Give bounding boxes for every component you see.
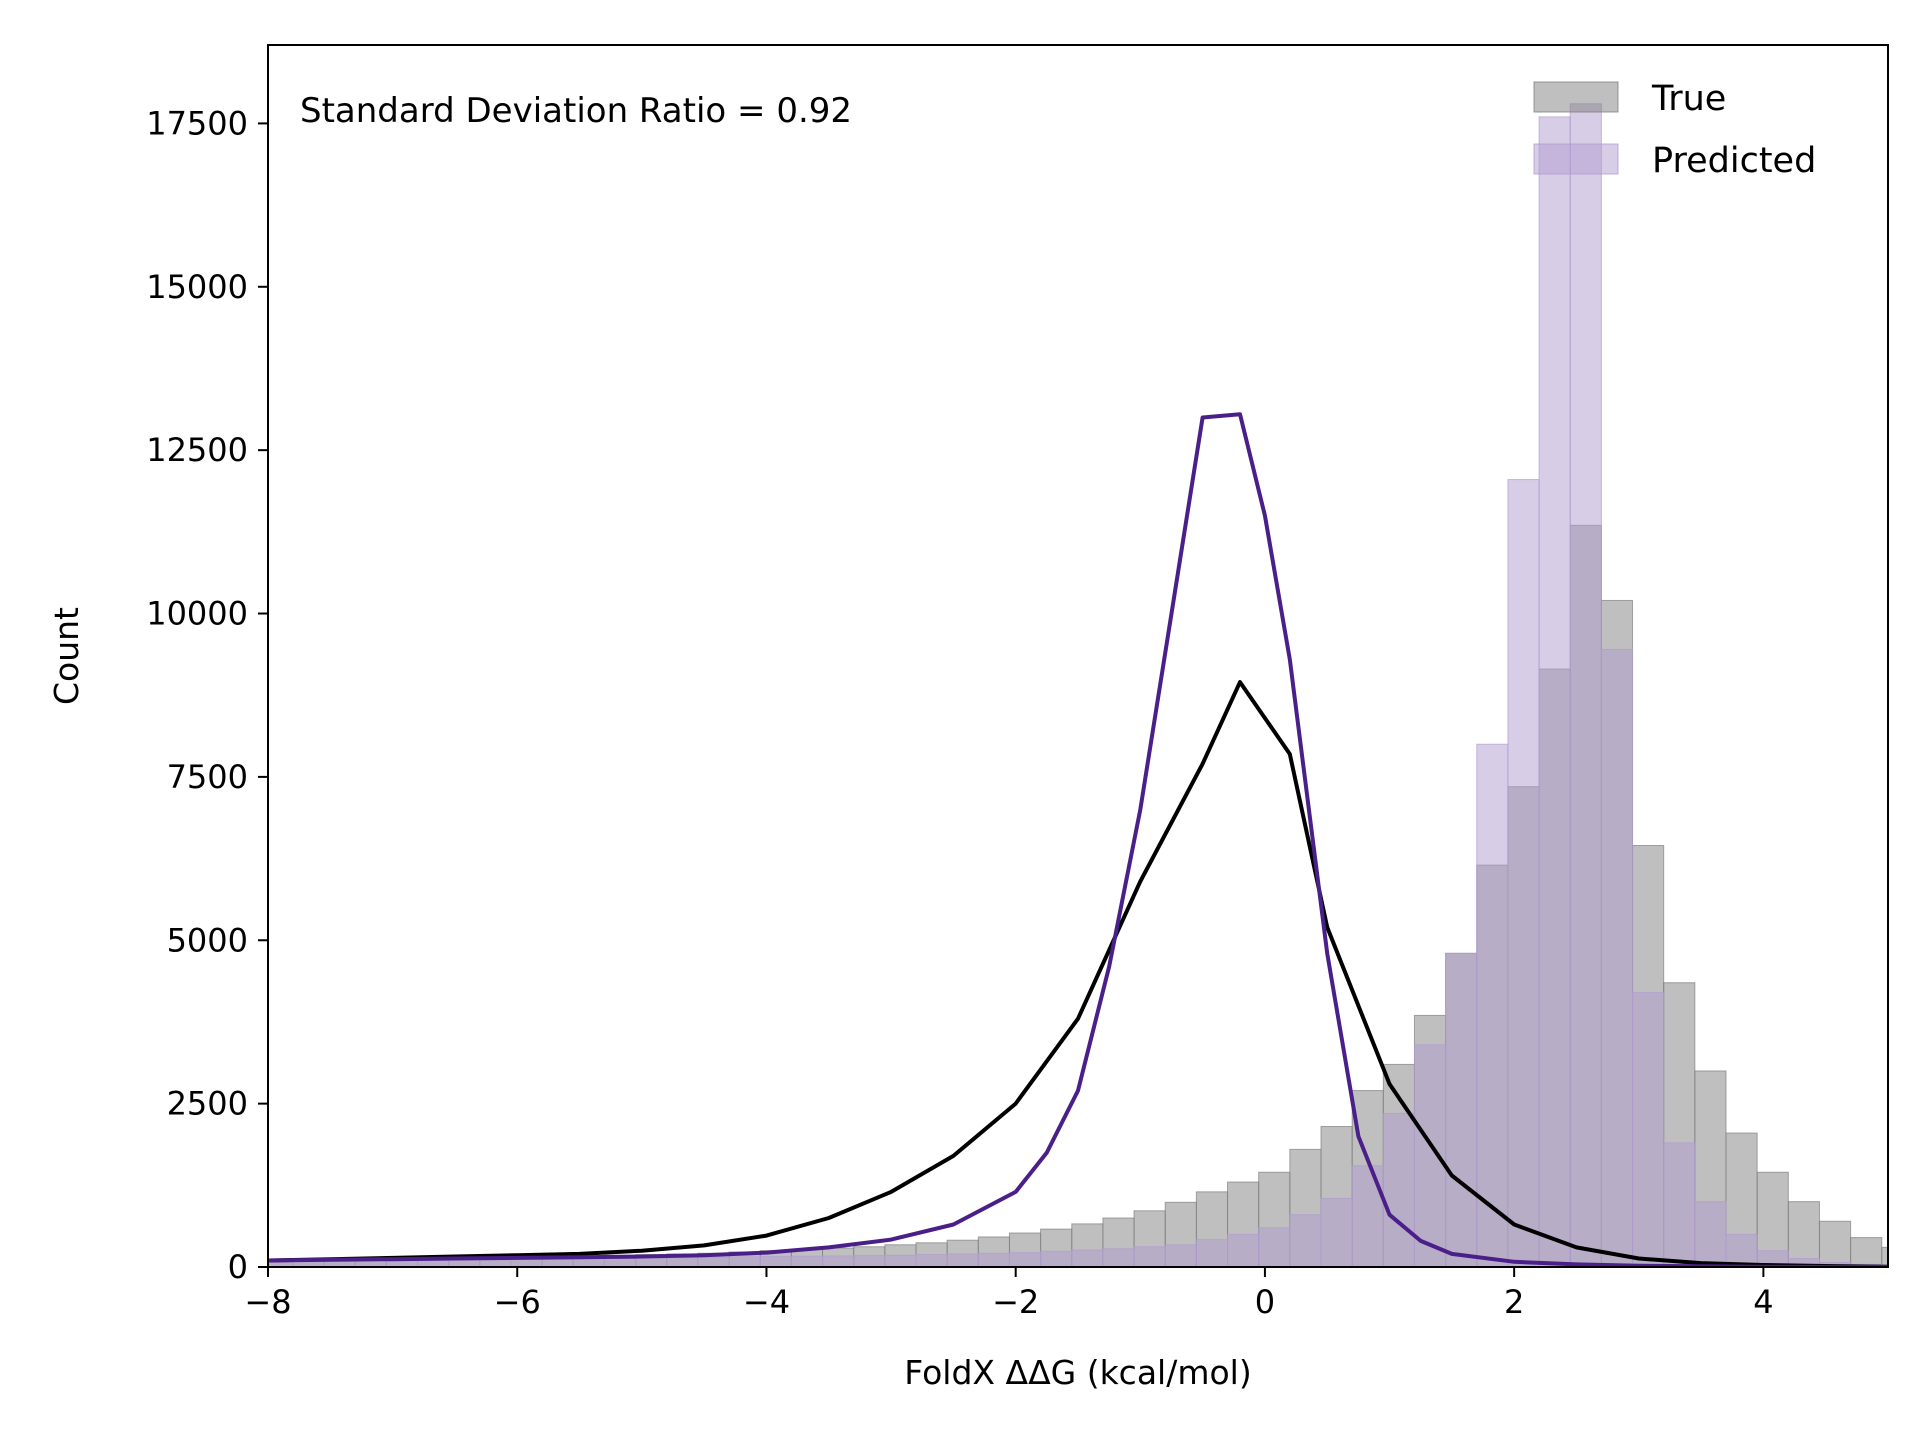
y-axis-label: Count (47, 607, 86, 705)
bar-predicted-16 (759, 1256, 792, 1267)
bar-predicted-17 (790, 1255, 824, 1267)
bar-predicted-13 (666, 1257, 699, 1267)
bar-predicted-35 (1351, 1165, 1384, 1267)
density-lines (268, 412, 1888, 1267)
bar-predicted-44 (1632, 992, 1665, 1267)
legend-swatch-true (1533, 81, 1619, 113)
y-tick-label: 7500 (167, 758, 248, 796)
bar-predicted-25 (1040, 1250, 1073, 1267)
predicted-bars (268, 103, 1888, 1267)
bar-predicted-20 (884, 1254, 917, 1267)
y-tick-label: 17500 (146, 104, 248, 142)
bar-predicted-8 (510, 1258, 543, 1267)
plot-frame (267, 44, 1889, 1268)
bar-predicted-10 (572, 1258, 605, 1267)
x-tick-label: −6 (494, 1283, 541, 1321)
bar-predicted-19 (853, 1255, 886, 1267)
bar-predicted-18 (822, 1255, 855, 1267)
bar-predicted-32 (1258, 1227, 1291, 1267)
y-tick-label: 10000 (146, 595, 248, 633)
bar-true-52 (1881, 1246, 1888, 1267)
bar-predicted-12 (635, 1257, 668, 1267)
bar-predicted-26 (1071, 1249, 1104, 1267)
density-line-true (268, 680, 1888, 1267)
bar-predicted-21 (915, 1254, 948, 1267)
y-axis-ticks: 0 2500 5000 7500 10000 12500 15000 17500 (146, 104, 268, 1286)
legend-label-predicted: Predicted (1652, 141, 1816, 181)
y-tick-label: 12500 (146, 431, 248, 469)
x-tick-label: −4 (743, 1283, 790, 1321)
x-tick-label: 4 (1753, 1283, 1773, 1321)
bar-predicted-22 (946, 1253, 979, 1267)
bar-predicted-9 (541, 1258, 574, 1267)
bar-predicted-40 (1507, 479, 1540, 1267)
bar-predicted-30 (1195, 1239, 1229, 1267)
bar-predicted-14 (697, 1256, 730, 1267)
x-axis-ticks: −8 −6 −4 −2 0 2 4 (244, 1267, 1774, 1321)
bar-predicted-45 (1663, 1142, 1696, 1267)
y-tick-label: 2500 (167, 1085, 248, 1123)
bar-predicted-28 (1133, 1246, 1166, 1267)
legend-label-true: True (1651, 79, 1726, 119)
bar-predicted-5 (417, 1259, 450, 1267)
x-axis-label: FoldX ΔΔG (kcal/mol) (904, 1353, 1251, 1392)
y-tick-label: 0 (228, 1248, 248, 1286)
std-ratio-annotation: Standard Deviation Ratio = 0.92 (300, 91, 852, 131)
bar-true-49 (1787, 1201, 1820, 1267)
bar-predicted-33 (1289, 1214, 1322, 1267)
bar-predicted-29 (1164, 1244, 1197, 1267)
y-tick-label: 5000 (167, 921, 248, 959)
bar-predicted-31 (1227, 1233, 1260, 1267)
bar-predicted-11 (603, 1257, 637, 1267)
x-tick-label: −2 (992, 1283, 1039, 1321)
legend: True Predicted (1533, 79, 1816, 181)
bar-predicted-41 (1538, 116, 1571, 1267)
bar-true-51 (1850, 1237, 1883, 1267)
bar-predicted-34 (1320, 1197, 1353, 1267)
x-tick-label: 2 (1504, 1283, 1524, 1321)
bar-predicted-24 (1008, 1252, 1042, 1267)
bar-true-50 (1818, 1220, 1852, 1267)
bar-predicted-7 (479, 1258, 512, 1267)
bar-predicted-39 (1476, 743, 1509, 1267)
density-line-predicted (268, 412, 1888, 1267)
y-tick-label: 15000 (146, 268, 248, 306)
x-tick-label: 0 (1255, 1283, 1275, 1321)
bar-predicted-36 (1382, 1112, 1415, 1267)
bar-predicted-27 (1102, 1248, 1135, 1267)
bar-predicted-42 (1569, 103, 1602, 1267)
bar-predicted-37 (1413, 1044, 1447, 1267)
bar-predicted-38 (1445, 952, 1478, 1267)
bar-predicted-23 (977, 1252, 1010, 1267)
legend-swatch-predicted (1533, 143, 1619, 175)
x-tick-label: −8 (244, 1283, 291, 1321)
bar-predicted-6 (448, 1259, 481, 1267)
bar-predicted-46 (1694, 1201, 1727, 1267)
bar-predicted-43 (1600, 648, 1634, 1267)
bar-predicted-15 (728, 1256, 761, 1267)
